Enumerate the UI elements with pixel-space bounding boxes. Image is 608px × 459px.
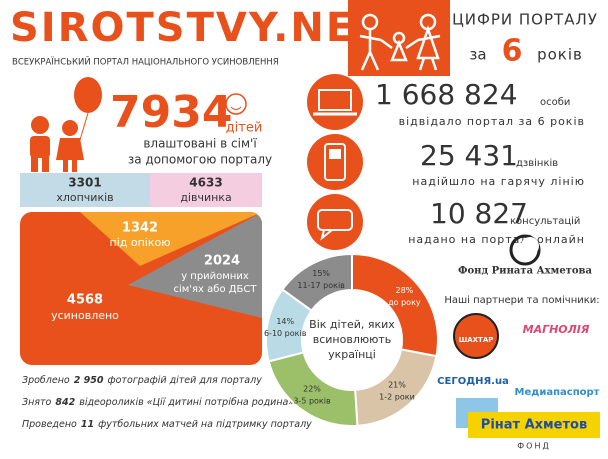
fact-number: 11 <box>81 419 94 430</box>
stat-number: 10 827 <box>430 197 528 230</box>
shakhtar-logo <box>453 313 499 359</box>
fact-suffix: відеороликів «Ції дитині потрібна родина… <box>79 397 294 408</box>
balloon-string <box>79 112 89 141</box>
logo-text: МАГНОЛІЯ <box>523 323 590 336</box>
guardianship-number: 1342 <box>122 221 158 236</box>
segment-percent: 28% <box>396 286 414 295</box>
stat-text: надійшло на гарячу лінію <box>412 175 585 188</box>
donut-center-text: Вік дітей, яких <box>309 318 395 331</box>
girls-box <box>150 173 262 207</box>
stats: 1 668 824 особи відвідало портал за 6 рокі… <box>375 78 585 246</box>
badge-number: 6 <box>502 34 523 69</box>
facts: Зроблено 2 950 фотографій дітей для портал… <box>22 375 312 430</box>
foster-number: 2024 <box>204 254 240 269</box>
logo-text: ФОНД <box>517 442 550 451</box>
fact: Проведено 11 футбольних матчей на підтримк… <box>22 419 312 430</box>
stat-unit: дзвінків <box>516 157 558 169</box>
placed-line: за допомогою порталу <box>128 153 272 167</box>
stat-text: відвідало портал за 6 років <box>399 115 585 128</box>
stat-unit: консультацій <box>510 215 580 227</box>
forms-panel <box>20 212 262 365</box>
segment-name: 11-17 років <box>297 281 345 290</box>
segment-percent: 14% <box>276 317 294 326</box>
partners-heading: Наші партнери та помічники: <box>444 294 599 306</box>
foster-label: сім'ях або ДБСТ <box>173 283 257 295</box>
age-donut: 28% до року 21% 1-2 роки 22% 3-5 років 14% 6-10… <box>264 252 439 427</box>
adopted-number: 4568 <box>67 293 103 308</box>
badge-suffix: років <box>537 46 583 64</box>
fact: Зроблено 2 950 фотографій дітей для портал… <box>22 375 262 386</box>
subtitle: ВСЕУКРАЇНСЬКИЙ ПОРТАЛ НАЦІОНАЛЬНОГО УСИН… <box>12 56 279 68</box>
segment-name: 3-5 років <box>293 397 331 406</box>
donut-center-text: українці <box>328 348 376 361</box>
guardianship-label: під опікою <box>110 236 171 249</box>
stat-icons <box>307 74 363 250</box>
boys-number: 3301 <box>68 176 101 190</box>
segment-name: 1-2 роки <box>379 393 415 402</box>
badge-title: ЦИФРИ ПОРТАЛУ <box>452 11 598 29</box>
badge-prefix: за <box>469 46 486 64</box>
boys-box <box>20 173 150 207</box>
foundation-icon <box>509 234 541 266</box>
fact-number: 2 950 <box>74 375 104 386</box>
logo-text: ШАХТАР <box>459 336 494 344</box>
logo: SIROTSTVY.NET <box>10 5 384 51</box>
placed-number: 7934 <box>110 87 232 138</box>
girls-number: 4633 <box>189 176 222 190</box>
stat-unit: особи <box>540 97 570 108</box>
fact: Знято 842 відеороликів «Ції дитині потрібн… <box>22 397 294 408</box>
kids-icon <box>30 77 102 172</box>
placed-unit: дітей <box>226 121 263 136</box>
foster-label: у прийомних <box>181 271 249 282</box>
segment-percent: 21% <box>388 381 406 390</box>
fact-prefix: Зроблено <box>22 375 70 386</box>
logo-text: Медиапаспорт <box>515 387 600 398</box>
logo-text: СЕГОДНЯ.ua <box>437 376 509 387</box>
placed-line: влаштовані в сім'ї <box>143 137 257 151</box>
segment-percent: 22% <box>303 385 321 394</box>
stat-text: надано на порталі онлайн <box>408 233 585 246</box>
fact-number: 842 <box>55 397 75 408</box>
fact-suffix: фотографій дітей для порталу <box>107 375 262 386</box>
donut-segment <box>351 252 439 358</box>
foundation-name: Фонд Рината Ахметова <box>458 266 592 277</box>
stat-number: 25 431 <box>420 139 518 172</box>
boys-label: хлопчиків <box>56 191 113 204</box>
segment-name: 6-10 років <box>264 329 307 338</box>
donut-segment <box>281 252 353 313</box>
donut-center-text: всиновлюють <box>313 333 392 346</box>
smiley-mouth <box>230 106 242 110</box>
fact-suffix: футбольних матчей на підтримку порталу <box>98 419 312 430</box>
fact-prefix: Знято <box>22 397 52 408</box>
adopted-label: усиновлено <box>51 309 119 322</box>
family-icon <box>359 13 441 71</box>
segment-name: до року <box>388 298 421 307</box>
fact-prefix: Проведено <box>22 419 77 430</box>
logo-text: Рінат Ахметов <box>481 418 587 433</box>
logo-box <box>468 412 600 438</box>
smiley <box>225 93 247 115</box>
girls-label: дівчинка <box>180 191 231 204</box>
segment-percent: 15% <box>312 269 330 278</box>
stat-number: 1 668 824 <box>375 78 518 111</box>
